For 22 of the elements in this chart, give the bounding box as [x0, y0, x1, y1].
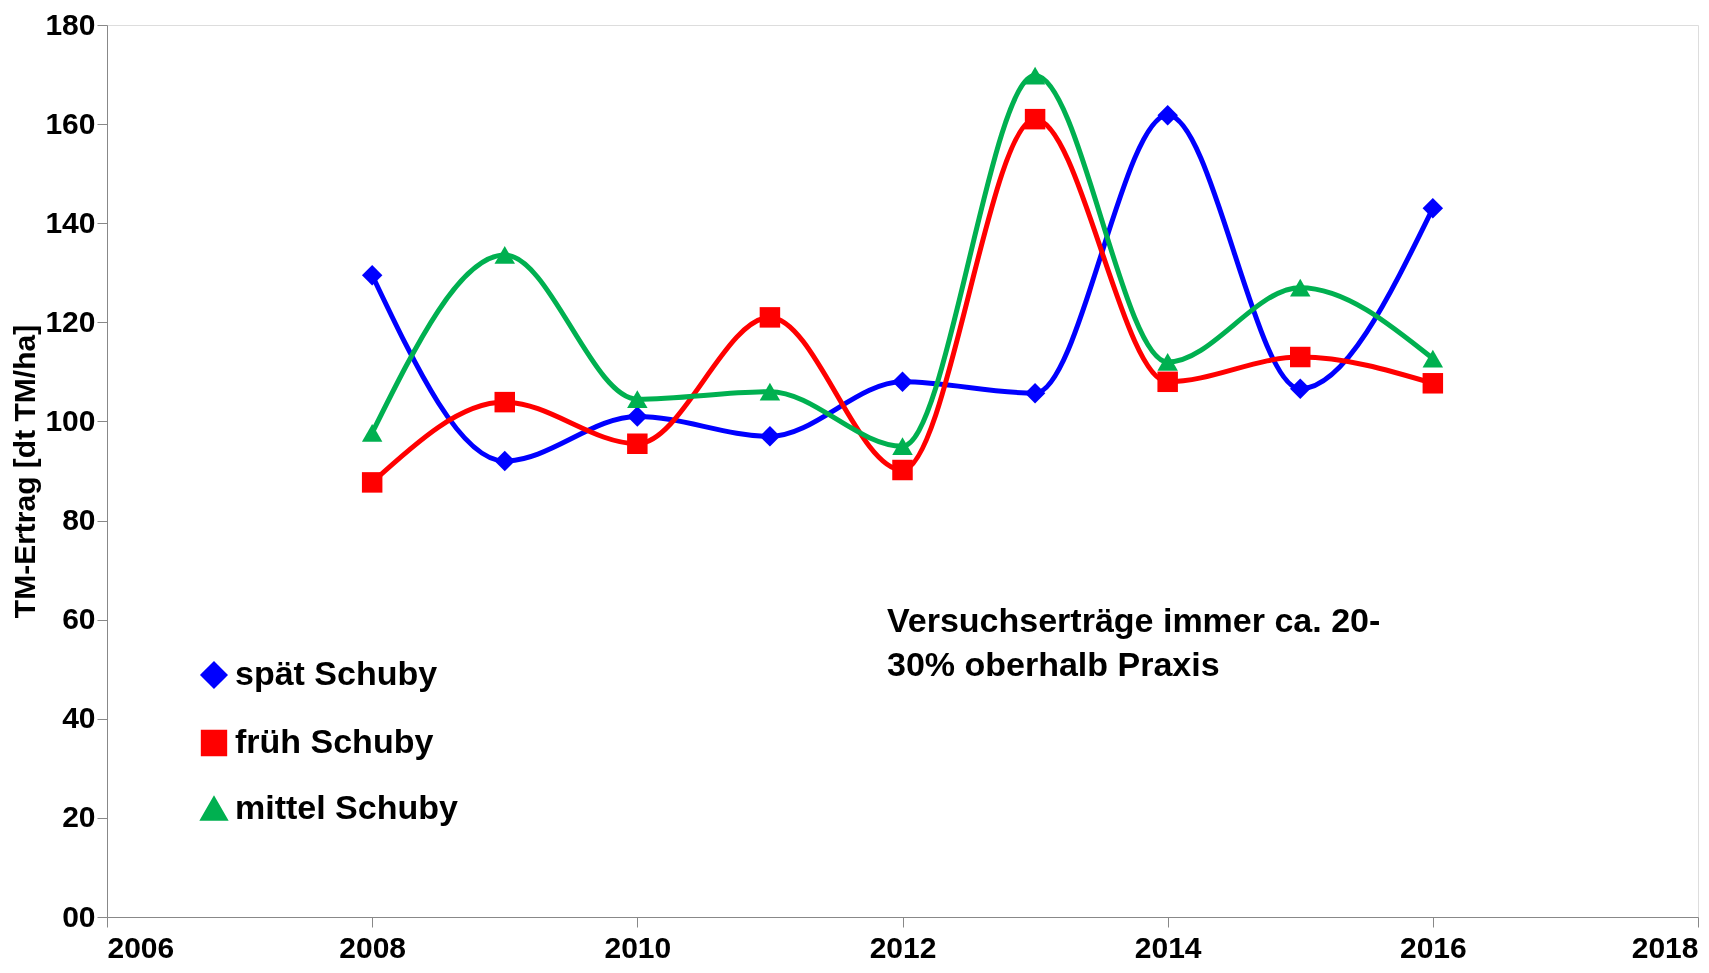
x-tick-label: 2018 [1631, 930, 1699, 964]
y-tick-label: 120 [45, 304, 96, 338]
y-tick-label: 180 [45, 7, 96, 41]
y-tick-label: 80 [62, 503, 96, 537]
x-tick-label: 2010 [604, 930, 672, 964]
y-tick-label: 00 [62, 899, 96, 933]
y-tick-label: 100 [45, 403, 96, 437]
y-tick-label: 60 [62, 602, 96, 636]
x-tick-label: 2016 [1399, 930, 1467, 964]
x-tick-label: 2008 [339, 930, 407, 964]
legend-label: spät Schuby [235, 654, 438, 692]
y-axis-title: TM-Ertrag [dt TM/ha] [8, 324, 42, 619]
y-tick-label: 140 [45, 205, 96, 239]
y-tick-label: 40 [62, 701, 96, 735]
legend-label: früh Schuby [235, 722, 434, 760]
x-tick-label: 2014 [1134, 930, 1202, 964]
x-tick-label: 2006 [107, 930, 175, 964]
annotation: Versuchserträge immer ca. 20- 30% oberhalb Praxis [887, 601, 1381, 683]
legend-label: mittel Schuby [235, 788, 459, 826]
x-tick-label: 2012 [869, 930, 937, 964]
y-tick-label: 160 [45, 106, 96, 140]
y-tick-label: 20 [62, 800, 96, 834]
